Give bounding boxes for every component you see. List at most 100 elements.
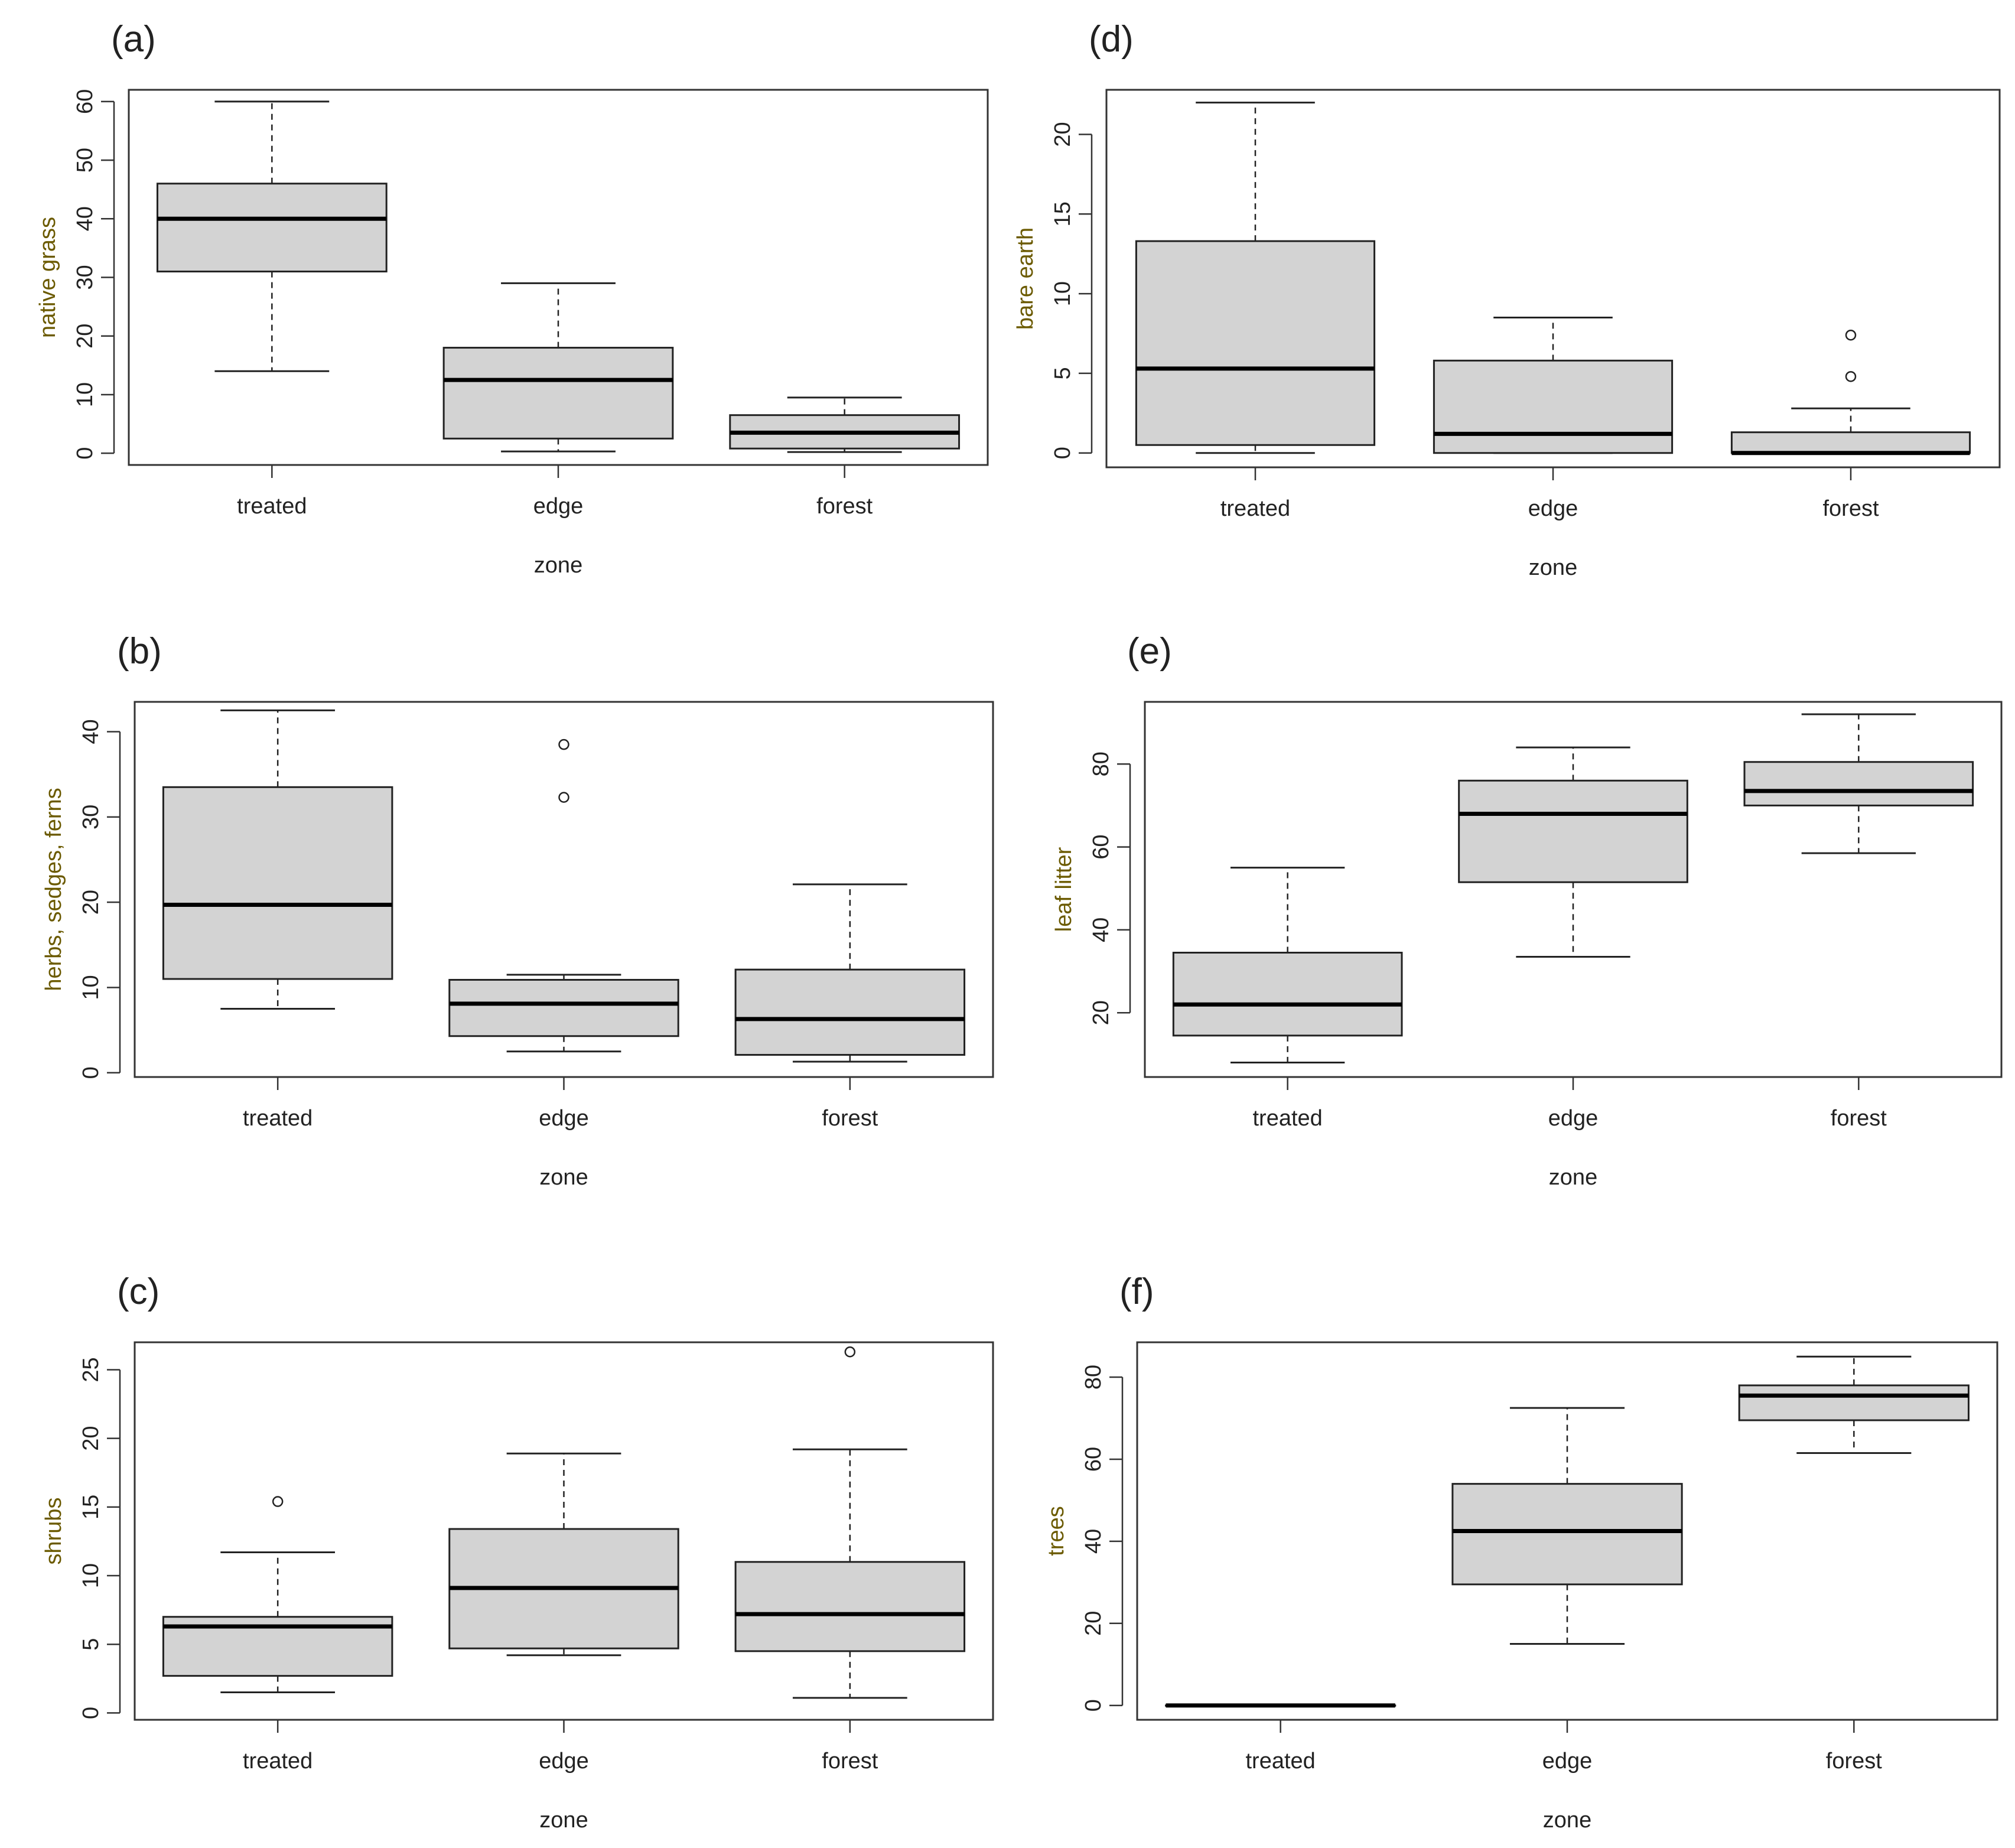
y-tick-label: 0 (1050, 447, 1075, 459)
x-tick-label: treated (237, 494, 307, 519)
x-tick-label: forest (1826, 1749, 1882, 1774)
box-forest (734, 883, 966, 1063)
box-edge (448, 1452, 679, 1657)
outlier-point (1845, 329, 1857, 341)
iqr-box (448, 978, 679, 1037)
box-forest (1738, 1355, 1970, 1455)
box-edge (1458, 746, 1688, 958)
y-tick-label: 5 (1050, 367, 1075, 379)
y-tick-label: 60 (1081, 1447, 1106, 1472)
panel-c: (c) 0 5 10 15 20 25 shrubs treated edge forest zone (41, 1271, 994, 1833)
y-tick-label: 20 (79, 890, 103, 915)
x-axis-label: zone (539, 1808, 588, 1833)
panel-label: (a) (111, 19, 156, 60)
y-tick-label: 60 (1089, 834, 1114, 859)
x-tick-label: edge (1542, 1749, 1593, 1774)
y-tick-label: 10 (79, 1563, 103, 1588)
y-tick-label: 20 (1089, 1000, 1114, 1025)
x-axis-label: zone (534, 553, 582, 578)
x-tick-label: edge (1548, 1106, 1599, 1131)
outlier-point (1845, 371, 1857, 382)
y-tick-label: 60 (73, 89, 97, 114)
y-tick-label: 20 (1081, 1611, 1106, 1636)
outlier-point (558, 792, 569, 803)
x-tick-label: edge (533, 494, 584, 519)
iqr-box (734, 1561, 966, 1652)
x-tick-label: treated (243, 1106, 312, 1131)
y-tick-label: 10 (79, 975, 103, 1000)
y-tick-label: 0 (1081, 1699, 1106, 1712)
iqr-box (1458, 779, 1688, 883)
iqr-box (734, 968, 966, 1056)
x-axis-label: zone (1549, 1165, 1597, 1190)
x-tick-label: forest (1822, 496, 1879, 521)
panel-e: (e) 20 40 60 80 leaf litter treated edge forest z… (1052, 631, 2003, 1190)
box-edge (442, 282, 674, 453)
y-tick-label: 10 (1050, 281, 1075, 306)
iqr-box (1730, 431, 1971, 454)
y-tick-label: 5 (79, 1638, 103, 1651)
iqr-box (1451, 1483, 1683, 1586)
x-axis-label: zone (539, 1165, 588, 1190)
panel-label: (c) (117, 1271, 159, 1312)
iqr-box (442, 347, 674, 440)
box-edge (448, 738, 679, 1053)
y-axis-label: shrubs (41, 1497, 66, 1564)
x-tick-label: treated (1246, 1749, 1316, 1774)
box-edge (1451, 1407, 1683, 1645)
x-tick-label: edge (539, 1749, 589, 1774)
box-treated (1172, 867, 1403, 1063)
y-axis-label: bare earth (1013, 227, 1038, 330)
y-tick-label: 40 (79, 719, 103, 744)
panel-label: (d) (1089, 19, 1134, 60)
panel-d: (d) 0 5 10 15 20 bare earth treated edge forest zo… (1013, 19, 2001, 580)
box-forest (729, 396, 961, 453)
iqr-box (1135, 240, 1376, 446)
y-tick-label: 50 (73, 148, 97, 173)
box-forest (1730, 329, 1971, 456)
outlier-point (558, 738, 569, 750)
box-forest (734, 1346, 966, 1699)
x-tick-label: edge (539, 1106, 589, 1131)
x-tick-label: treated (1220, 496, 1290, 521)
y-tick-label: 10 (73, 382, 97, 407)
y-tick-label: 80 (1081, 1365, 1106, 1390)
iqr-box (1738, 1384, 1970, 1421)
panel-label: (e) (1127, 631, 1172, 672)
box-forest (1743, 713, 1974, 854)
iqr-box (1433, 359, 1674, 454)
outlier-point (844, 1346, 856, 1358)
x-tick-label: forest (822, 1106, 878, 1131)
y-tick-label: 30 (73, 265, 97, 289)
box-treated (156, 100, 388, 372)
y-axis-label: native grass (35, 217, 60, 338)
iqr-box (1743, 761, 1974, 806)
y-tick-label: 0 (79, 1066, 103, 1079)
x-axis-label: zone (1529, 555, 1577, 580)
x-tick-label: forest (822, 1749, 878, 1774)
panel-b: (b) 0 10 20 30 40 herbs, sedges, ferns treated e… (41, 631, 994, 1190)
y-axis-label: leaf litter (1052, 847, 1076, 932)
x-axis-label: zone (1543, 1808, 1591, 1833)
box-edge (1433, 317, 1674, 454)
x-tick-label: treated (243, 1749, 312, 1774)
panel-f: (f) 0 20 40 60 80 trees treated edge forest zone (1044, 1271, 1998, 1833)
panel-label: (b) (117, 631, 162, 672)
box-treated (162, 1496, 393, 1694)
x-tick-label: forest (816, 494, 873, 519)
y-tick-label: 20 (73, 324, 97, 349)
y-axis-label: trees (1044, 1506, 1069, 1556)
panel-label: (f) (1119, 1271, 1154, 1312)
box-treated (1135, 102, 1376, 454)
y-tick-label: 80 (1089, 751, 1114, 776)
outlier-point (272, 1496, 284, 1507)
y-tick-label: 40 (1089, 918, 1114, 942)
iqr-box (162, 786, 393, 980)
y-axis-label: herbs, sedges, ferns (41, 788, 66, 991)
box-treated (162, 709, 393, 1010)
x-tick-label: edge (1528, 496, 1578, 521)
y-tick-label: 20 (79, 1426, 103, 1451)
y-tick-label: 30 (79, 805, 103, 829)
y-tick-label: 15 (1050, 201, 1075, 226)
